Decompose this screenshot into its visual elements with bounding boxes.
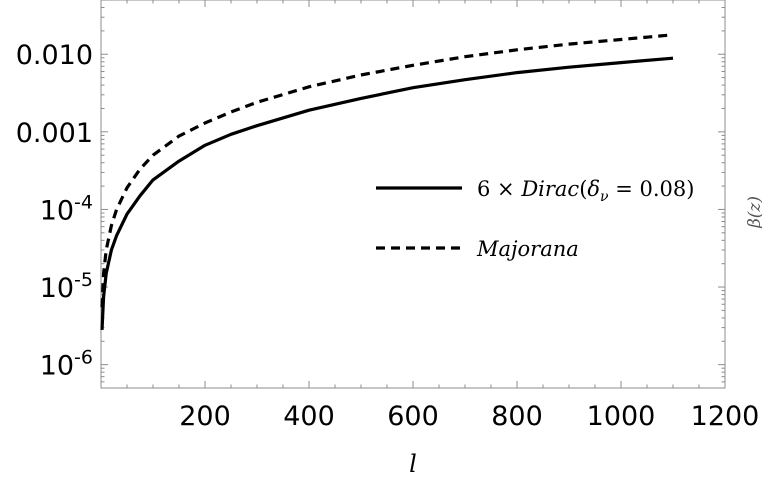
x-tick-label: 400 [283,401,335,432]
x-tick-label: 600 [387,401,439,432]
minor-ticks [101,0,725,389]
legend-label-majorana: Majorana [476,237,579,261]
y-tick-label: 10-6 [40,347,93,382]
series-layer [100,33,674,330]
x-tick-label: 200 [179,401,231,432]
y-tick-label: 0.001 [16,118,93,149]
y-tick-label: 0.010 [16,40,93,71]
x-tick-label: 1200 [691,401,760,432]
legend: 6 × Dirac(δν = 0.08) Majorana [376,177,694,261]
x-axis-ticks: 200 400 600 800 1000 1200 [179,0,759,432]
x-tick-label: 800 [491,401,543,432]
x-axis-label: l [409,450,417,478]
x-tick-label: 1000 [587,401,656,432]
y-tick-label: 10-5 [40,269,93,304]
series-line-majorana [100,33,674,308]
edge-label: β(z) [745,196,762,229]
legend-label-dirac: 6 × Dirac(δν = 0.08) [477,177,694,205]
series-line-dirac [100,56,674,330]
y-axis-ticks: 10-6 10-5 10-4 0.001 0.010 [16,40,725,382]
y-tick-label: 10-4 [40,191,93,226]
